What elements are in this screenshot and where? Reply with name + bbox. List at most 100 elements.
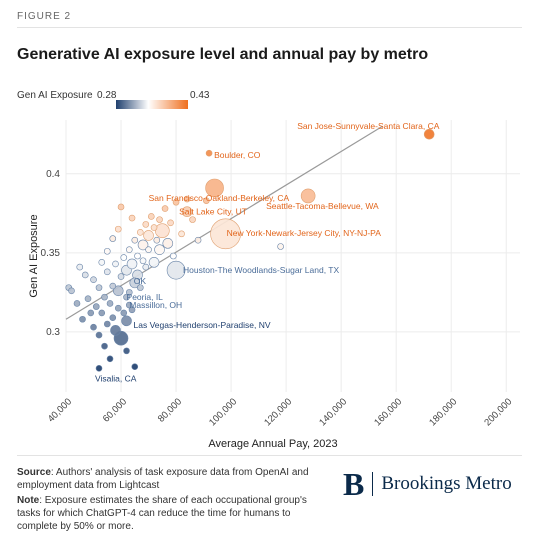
data-point <box>189 216 196 223</box>
scatter-chart: San Jose-Sunnyvale-Santa Clara, CA Boulde… <box>28 120 520 450</box>
note-text: : Exposure estimates the share of each o… <box>17 495 307 532</box>
data-point <box>210 218 241 250</box>
data-point <box>95 284 103 291</box>
data-point <box>277 243 284 250</box>
data-point <box>125 301 133 309</box>
data-point <box>166 260 186 280</box>
data-point <box>110 325 121 336</box>
data-point <box>145 246 152 253</box>
data-point <box>142 263 150 271</box>
data-point <box>92 303 100 310</box>
data-point <box>142 221 150 228</box>
point-labels-group: San Jose-Sunnyvale-Santa Clara, CA Boulde… <box>95 121 440 383</box>
legend-color-scale <box>116 100 188 109</box>
point-label: San Francisco-Oakland-Berkeley, CA <box>149 193 290 203</box>
data-point <box>161 205 169 212</box>
note-label: Note <box>17 495 40 506</box>
x-tick-label: 100,000 <box>207 396 239 428</box>
data-point <box>84 295 92 302</box>
data-point <box>68 287 75 295</box>
footer-divider <box>17 455 522 456</box>
data-point <box>156 216 163 223</box>
source-note: Source: Authors' analysis of task exposu… <box>17 466 317 492</box>
data-point <box>114 225 122 233</box>
point-label: Las Vegas-Henderson-Paradise, NV <box>134 320 271 330</box>
source-text: : Authors' analysis of task exposure dat… <box>17 467 309 491</box>
data-point <box>131 363 139 370</box>
data-point <box>114 304 122 312</box>
x-tick-label: 140,000 <box>317 396 349 428</box>
logo-text: Brookings Metro <box>381 473 512 494</box>
data-point <box>101 293 108 301</box>
x-tick-label: 160,000 <box>372 396 404 428</box>
data-point <box>170 252 177 260</box>
data-point <box>147 213 155 220</box>
data-point <box>76 263 84 271</box>
point-label: Peoria, IL <box>127 292 164 302</box>
data-point <box>137 239 149 251</box>
data-point <box>123 293 130 301</box>
x-tick-label: 40,000 <box>46 396 74 424</box>
axes-group: 0.3 0.35 0.4 40,000 60,000 80,000 100,000 120,0… <box>28 169 514 450</box>
data-point <box>98 309 106 317</box>
data-point <box>109 235 117 242</box>
data-point <box>103 247 111 255</box>
x-tick-label: 200,000 <box>482 396 514 428</box>
data-point <box>79 315 86 323</box>
x-tick-label: 120,000 <box>262 396 294 428</box>
data-point <box>98 259 106 266</box>
x-axis-label: Average Annual Pay, 2023 <box>208 438 337 450</box>
data-point <box>109 282 117 290</box>
data-point <box>129 277 141 289</box>
x-tick-label: 180,000 <box>427 396 459 428</box>
data-point <box>101 342 108 350</box>
data-point <box>205 149 213 157</box>
data-point <box>150 224 158 231</box>
legend-title: Gen AI Exposure <box>17 90 93 101</box>
points-group <box>65 128 435 372</box>
logo-separator <box>372 472 374 496</box>
data-point <box>112 260 119 268</box>
data-point <box>181 206 193 218</box>
y-tick-label: 0.35 <box>41 248 61 259</box>
data-point <box>73 300 81 307</box>
data-point <box>148 257 160 268</box>
y-axis-label: Gen AI Exposure <box>28 214 40 297</box>
point-label: Salt Lake City, UT <box>179 207 247 217</box>
data-point <box>153 236 161 244</box>
data-point <box>112 285 124 297</box>
data-point <box>203 197 210 204</box>
data-point <box>300 188 316 204</box>
data-point <box>205 178 224 198</box>
point-label: Visalia, CA <box>95 373 137 383</box>
brookings-logo: B Brookings Metro <box>343 468 512 500</box>
data-point <box>106 355 114 363</box>
data-point <box>125 246 133 253</box>
data-point <box>143 230 154 241</box>
data-point <box>194 236 202 244</box>
data-point <box>120 254 128 261</box>
chart-title: Generative AI exposure level and annual … <box>17 46 429 63</box>
data-point <box>423 128 435 140</box>
logo-letter: B <box>343 466 365 502</box>
data-point <box>183 195 191 203</box>
data-point <box>162 238 174 249</box>
data-point <box>117 273 125 280</box>
grid <box>65 120 520 392</box>
figure-label: FIGURE 2 <box>17 11 72 22</box>
source-label: Source <box>17 467 51 478</box>
data-point <box>121 315 132 327</box>
data-point <box>131 236 139 244</box>
x-tick-label: 60,000 <box>101 396 129 424</box>
point-label: San Jose-Sunnyvale-Santa Clara, CA <box>297 121 440 131</box>
x-tick-label: 80,000 <box>156 396 184 424</box>
data-point <box>178 230 185 238</box>
y-tick-label: 0.4 <box>46 169 60 180</box>
point-label: Houston-The Woodlands-Sugar Land, TX <box>183 265 339 275</box>
data-point <box>103 320 111 328</box>
point-label: Massillon, OH <box>129 300 182 310</box>
data-point <box>95 364 103 372</box>
data-point <box>103 268 111 276</box>
data-point <box>155 223 170 238</box>
data-point <box>139 257 147 265</box>
